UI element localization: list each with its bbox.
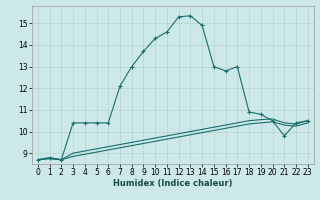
- X-axis label: Humidex (Indice chaleur): Humidex (Indice chaleur): [113, 179, 233, 188]
